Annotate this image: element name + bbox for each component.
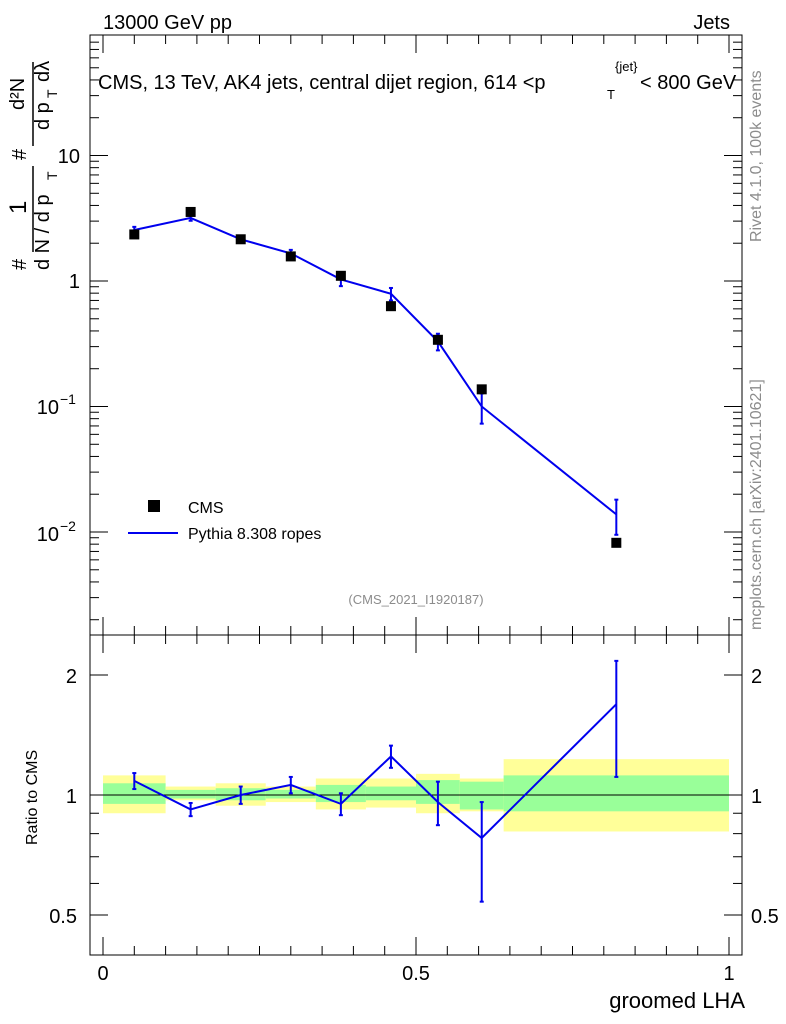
- cms-data-point: [432, 334, 443, 345]
- ratio-y-axis-label: Ratio to CMS: [24, 750, 41, 845]
- cms-data-point: [235, 234, 246, 245]
- ratio-ytick-2-right: 2: [751, 666, 762, 688]
- main-frame: [89, 34, 743, 636]
- x-tick-labels: 0 0.5 1: [97, 963, 734, 985]
- cms-data-point: [129, 229, 140, 240]
- ratio-y-tick-labels: 2 1 0.5 2 1 0.5: [49, 666, 779, 928]
- legend-cms-label: CMS: [188, 500, 224, 517]
- ratio-frame: [89, 634, 743, 956]
- band-inner: [503, 775, 729, 812]
- analysis-annotation: (CMS_2021_I1920187): [348, 592, 483, 607]
- cms-data-point: [385, 301, 396, 312]
- ytick-label-0.01-exp: −2: [60, 518, 76, 534]
- legend: CMS Pythia 8.308 ropes: [128, 500, 321, 543]
- ylabel-num: d²N: [7, 78, 29, 110]
- title-main: CMS, 13 TeV, AK4 jets, central dijet reg…: [98, 72, 546, 94]
- ratio-ytick-0.5-right: 0.5: [751, 906, 779, 928]
- cms-data-point: [185, 206, 196, 217]
- x-axis-label: groomed LHA: [609, 988, 745, 1013]
- legend-mc-label: Pythia 8.308 ropes: [188, 526, 321, 543]
- ratio-ytick-2-left: 2: [66, 666, 77, 688]
- xtick-label-0.5: 0.5: [402, 963, 430, 985]
- ratio-ytick-1-right: 1: [751, 786, 762, 808]
- title-sub: T: [607, 87, 615, 102]
- ratio-ytick-1-left: 1: [66, 786, 77, 808]
- cms-data-point: [611, 537, 622, 548]
- band-inner: [165, 789, 216, 799]
- main-y-axis-label: # 1 d N / d p T # d²N d p T dλ: [5, 61, 60, 270]
- ratio-ytick-0.5-left: 0.5: [49, 906, 77, 928]
- ytick-label-0.01-base: 10: [37, 524, 59, 546]
- mc-line: [134, 216, 617, 516]
- ylabel-den2-sub: T: [44, 89, 60, 98]
- mc-series: [132, 214, 619, 536]
- main-panel: 10 1 10 −1 10 −2 # 1 d N / d p T # d²N d…: [5, 34, 743, 636]
- main-axis-ticks: [90, 35, 742, 635]
- ratio-panel: 2 1 0.5 2 1 0.5 0 0.5 1 Ratio to CMS gro…: [24, 634, 779, 1013]
- mcplots-label: mcplots.cern.ch [arXiv:2401.10621]: [748, 379, 765, 630]
- ylabel-hash2: #: [9, 148, 31, 160]
- legend-cms-marker: [148, 500, 160, 512]
- header-right: Jets: [693, 12, 730, 34]
- ylabel-den2: d p: [32, 102, 54, 130]
- xtick-label-1: 1: [723, 963, 734, 985]
- ytick-label-10: 10: [58, 146, 80, 168]
- ratio-mc-series: [132, 659, 619, 903]
- title-tail: < 800 GeV: [640, 72, 737, 94]
- band-inner: [365, 786, 416, 801]
- title-sup: {jet}: [615, 59, 638, 74]
- ytick-label-0.1-base: 10: [37, 397, 59, 419]
- ylabel-one: 1: [5, 201, 32, 214]
- chart-title: CMS, 13 TeV, AK4 jets, central dijet reg…: [98, 59, 737, 102]
- ytick-label-0.1-exp: −1: [60, 391, 76, 407]
- ylabel-hash1: #: [9, 258, 31, 270]
- ylabel-denom: d N / d p: [32, 194, 54, 270]
- ytick-label-1: 1: [69, 271, 80, 293]
- xtick-label-0: 0: [97, 963, 108, 985]
- main-y-tick-labels: 10 1 10 −1 10 −2: [37, 146, 80, 546]
- header-left: 13000 GeV pp: [103, 12, 232, 34]
- rivet-label: Rivet 4.1.0, 100k events: [748, 70, 765, 242]
- cms-data-point: [335, 270, 346, 281]
- ylabel-denom-sub: T: [44, 171, 60, 180]
- cms-data-point: [285, 251, 296, 262]
- ratio-axis-ticks: [90, 635, 742, 955]
- cms-data-series: [129, 206, 622, 548]
- cms-data-point: [476, 384, 487, 395]
- ylabel-dlambda: dλ: [32, 61, 54, 82]
